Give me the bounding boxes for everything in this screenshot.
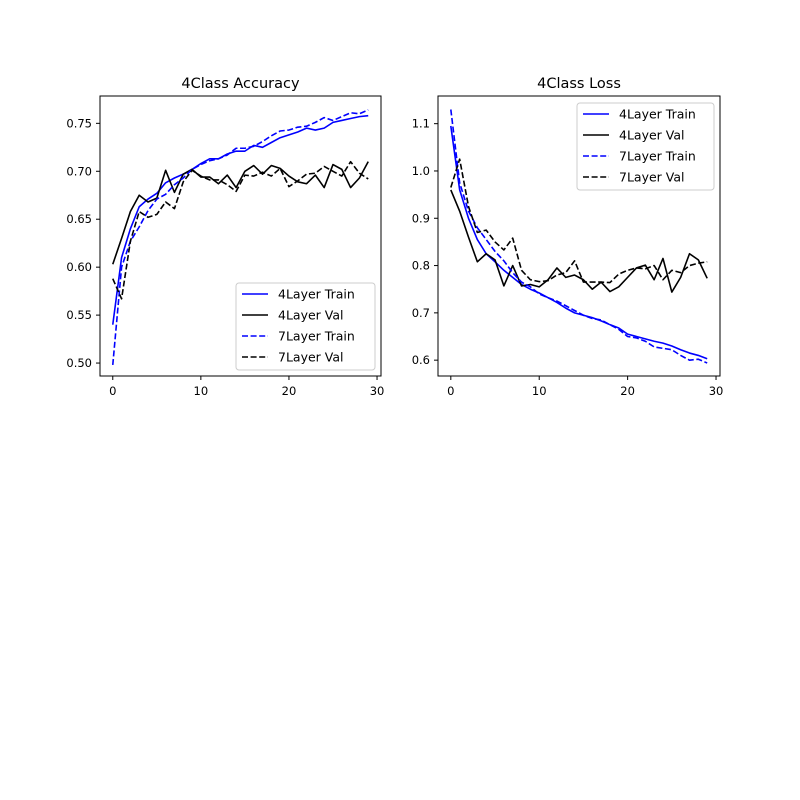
accuracy-chart: 4Class Accuracy 0 10 20 300.500.550.600.650… <box>66 76 384 398</box>
y-tick-label: 1.1 <box>412 117 430 131</box>
legend-item: 7Layer Train <box>583 149 696 164</box>
loss-chart: 4Class Loss 0 10 20 30 0.6 0.7 0.8 0.9 1.0 1.1 4L… <box>412 76 724 398</box>
legend-label: 7Layer Train <box>619 149 696 164</box>
chart-title: 4Class Loss <box>537 76 621 92</box>
series-line-3 <box>450 158 708 284</box>
y-tick-label: 0.9 <box>412 211 430 225</box>
legend-label: 4Layer Val <box>278 308 344 323</box>
legend-label: 7Layer Val <box>278 350 344 365</box>
series-line-1 <box>450 189 708 293</box>
x-tick-label: 10 <box>532 384 547 398</box>
y-tick-label: 0.8 <box>412 259 430 273</box>
y-tick-label: 0.6 <box>412 353 430 367</box>
legend-item: 4Layer Train <box>242 287 355 302</box>
legend-box <box>576 102 715 191</box>
y-tick-label: 0.70 <box>66 164 92 178</box>
x-tick-label: 30 <box>709 384 724 398</box>
series-line-0 <box>111 114 369 325</box>
y-tick-label: 1.0 <box>412 164 430 178</box>
x-tick-label: 20 <box>282 384 297 398</box>
legend-label: 4Layer Val <box>619 128 685 143</box>
legend-label: 4Layer Train <box>278 287 355 302</box>
series-line-3 <box>112 160 369 300</box>
x-tick-label: 10 <box>194 384 209 398</box>
y-tick-label: 0.65 <box>66 212 92 226</box>
legend-item: 7Layer Val <box>583 170 685 185</box>
y-tick-label: 0.55 <box>66 308 92 322</box>
legend-item: 4Layer Val <box>583 128 685 143</box>
legend-box <box>235 282 376 371</box>
x-tick-label: 0 <box>447 384 454 398</box>
x-tick-label: 20 <box>620 384 635 398</box>
series-line-0 <box>450 125 708 360</box>
axes-frame <box>437 95 721 377</box>
legend-item: 4Layer Train <box>583 107 696 122</box>
series-line-1 <box>112 161 369 265</box>
x-tick-label: 0 <box>109 384 116 398</box>
axes-frame <box>99 95 382 377</box>
y-tick-label: 0.50 <box>66 356 92 370</box>
legend-label: 7Layer Train <box>278 329 355 344</box>
legend: 4Layer Train 4Layer Val 7Layer Train 7Layer… <box>576 102 715 191</box>
series-line-2 <box>450 109 708 364</box>
y-tick-label: 0.7 <box>412 306 430 320</box>
legend-item: 7Layer Val <box>242 350 344 365</box>
plot-area: 0 10 20 30 0.50 0.55 0.60 0.65 0.70 0.75 <box>66 95 385 398</box>
legend-item: 7Layer Train <box>242 329 355 344</box>
legend-item: 4Layer Val <box>242 308 344 323</box>
legend-label: 7Layer Val <box>619 170 685 185</box>
x-tick-label: 30 <box>370 384 385 398</box>
series-line-2 <box>111 109 369 366</box>
y-tick-label: 0.75 <box>66 116 92 130</box>
y-tick-label: 0.60 <box>66 260 92 274</box>
plot-area: 0 10 20 30 0.6 0.7 0.8 0.9 1.0 1.1 <box>412 95 724 398</box>
chart-title: 4Class Accuracy <box>181 76 300 92</box>
legend: 4Layer Train 4Layer Val 7Layer Train 7Layer… <box>235 282 376 371</box>
legend-label: 4Layer Train <box>619 107 696 122</box>
